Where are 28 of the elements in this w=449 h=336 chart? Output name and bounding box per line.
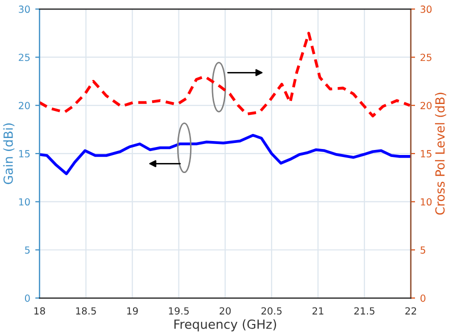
x-tick-label: 18.5 xyxy=(76,307,96,315)
x-tick-label: 20.5 xyxy=(261,307,282,315)
y2-tick-label: 5 xyxy=(420,246,426,254)
x-axis-title: Frequency (GHz) xyxy=(174,319,276,332)
y-tick-label: 15 xyxy=(19,150,30,158)
x-tick-label: 21.5 xyxy=(354,307,374,315)
line-series xyxy=(40,32,411,118)
x-tick-label: 20 xyxy=(220,307,231,315)
y-tick-label: 20 xyxy=(18,102,30,110)
y-tick-label: 30 xyxy=(18,6,30,13)
y-tick-label: 0 xyxy=(24,294,30,302)
y2-tick-label: 20 xyxy=(420,102,432,110)
y-axis-title: Gain (dBi) xyxy=(3,123,14,184)
line-series xyxy=(40,134,411,176)
y2-tick-label: 0 xyxy=(420,294,426,302)
y2-tick-label: 25 xyxy=(420,54,432,62)
y2-tick-label: 30 xyxy=(420,6,432,13)
y2-tick-label: 10 xyxy=(420,198,432,206)
x-tick-label: 18 xyxy=(34,307,46,315)
y2-axis-title: Cross Pol Level (dB) xyxy=(435,92,446,215)
x-tick-label: 19.5 xyxy=(169,307,189,315)
x-tick-label: 19 xyxy=(127,307,138,315)
y-tick-label: 10 xyxy=(19,198,30,206)
y2-tick-label: 15 xyxy=(420,150,432,158)
x-tick-label: 22 xyxy=(405,307,416,314)
x-tick-label: 21 xyxy=(312,307,324,314)
y-tick-label: 5 xyxy=(25,246,30,254)
y-tick-label: 25 xyxy=(18,54,30,62)
